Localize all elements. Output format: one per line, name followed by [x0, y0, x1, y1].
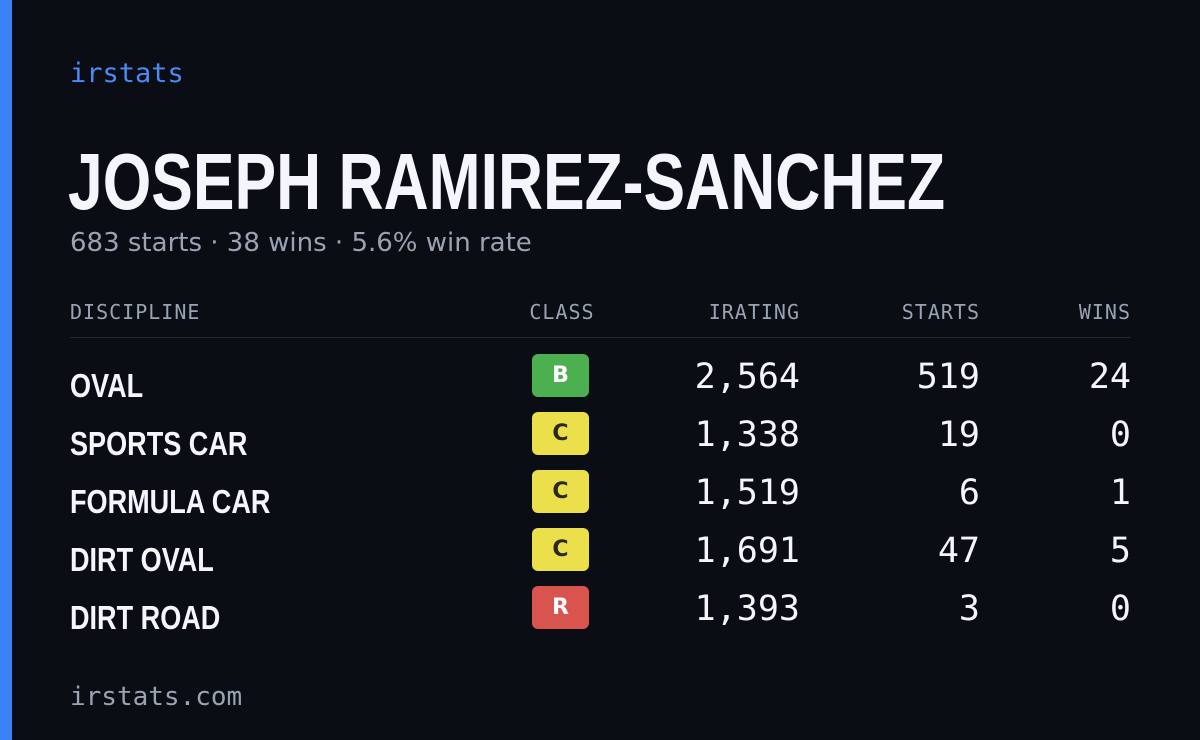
player-name: JOSEPH RAMIREZ-SANCHEZ [68, 137, 946, 226]
footer-url: irstats.com [70, 682, 243, 712]
wins-value: 0 [1109, 589, 1131, 629]
class-badge: C [532, 412, 589, 455]
header-starts: STARTS [901, 300, 980, 324]
discipline-name: SPORTS CAR [70, 425, 248, 462]
discipline-name: DIRT ROAD [70, 599, 221, 636]
class-badge: B [532, 354, 589, 397]
starts-value: 47 [937, 531, 980, 571]
table-row: DIRT OVAL C 1,691 47 5 [70, 526, 1131, 584]
wins-value: 5 [1109, 531, 1131, 571]
discipline-name: DIRT OVAL [70, 541, 214, 578]
starts-value: 19 [937, 415, 980, 455]
starts-value: 3 [958, 589, 980, 629]
discipline-name: FORMULA CAR [70, 483, 271, 520]
wins-value: 24 [1088, 357, 1131, 397]
header-class: CLASS [529, 300, 595, 324]
wins-value: 0 [1109, 415, 1131, 455]
class-badge: R [532, 586, 589, 629]
class-badge: C [532, 470, 589, 513]
header-discipline: DISCIPLINE [70, 300, 201, 324]
irating-value: 1,691 [694, 531, 800, 571]
wins-value: 1 [1109, 473, 1131, 513]
discipline-name: OVAL [70, 367, 144, 404]
table-header: DISCIPLINE CLASS IRATING STARTS WINS [70, 300, 1131, 338]
player-summary: 683 starts · 38 wins · 5.6% win rate [70, 228, 532, 258]
irating-value: 1,338 [694, 415, 800, 455]
table-row: OVAL B 2,564 519 24 [70, 352, 1131, 410]
table-row: SPORTS CAR C 1,338 19 0 [70, 410, 1131, 468]
table-row: FORMULA CAR C 1,519 6 1 [70, 468, 1131, 526]
header-wins: WINS [1078, 300, 1131, 324]
irating-value: 2,564 [694, 357, 800, 397]
table-row: DIRT ROAD R 1,393 3 0 [70, 584, 1131, 642]
brand-logo: irstats [70, 58, 184, 89]
starts-value: 519 [916, 357, 980, 397]
accent-bar [0, 0, 12, 740]
irating-value: 1,519 [694, 473, 800, 513]
header-irating: IRATING [708, 300, 800, 324]
irating-value: 1,393 [694, 589, 800, 629]
class-badge: C [532, 528, 589, 571]
discipline-table: OVAL B 2,564 519 24 SPORTS CAR C 1,338 1… [70, 352, 1131, 642]
starts-value: 6 [958, 473, 980, 513]
